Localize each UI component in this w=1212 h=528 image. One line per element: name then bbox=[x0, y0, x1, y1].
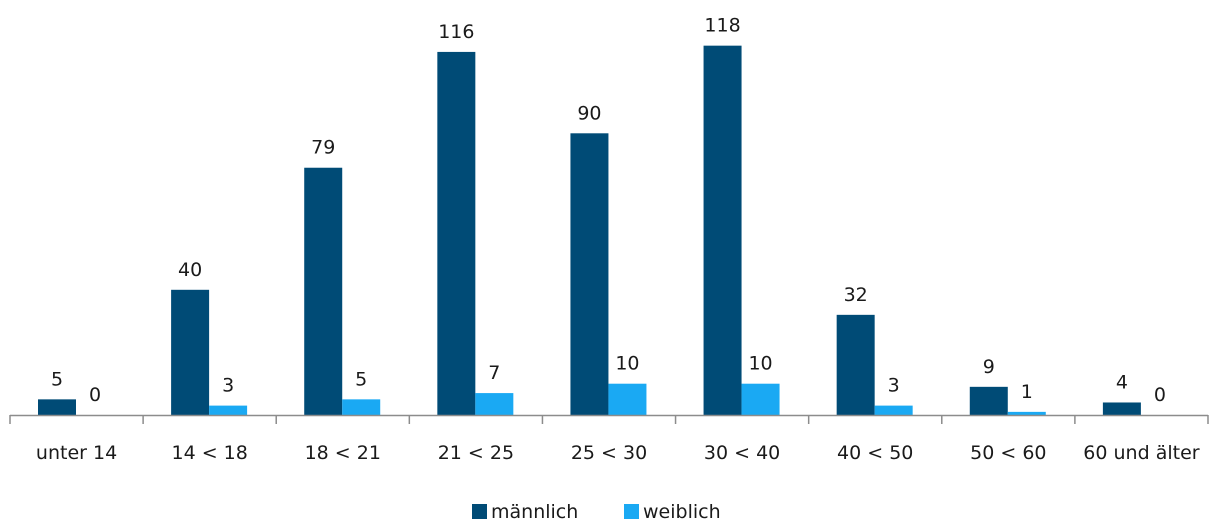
data-label-weiblich-4: 10 bbox=[615, 353, 639, 375]
data-label-maennlich-4: 90 bbox=[577, 102, 601, 124]
legend-swatch-maennlich bbox=[472, 504, 487, 519]
data-label-maennlich-7: 9 bbox=[983, 356, 995, 378]
data-label-weiblich-0: 0 bbox=[89, 384, 101, 406]
legend-label-weiblich: weiblich bbox=[643, 501, 721, 523]
bar-maennlich-2 bbox=[304, 167, 343, 415]
data-label-maennlich-1: 40 bbox=[178, 259, 202, 281]
data-label-weiblich-6: 3 bbox=[888, 375, 900, 397]
data-label-weiblich-8: 0 bbox=[1154, 384, 1166, 406]
bar-weiblich-1 bbox=[209, 405, 248, 415]
data-label-maennlich-0: 5 bbox=[51, 368, 63, 390]
bar-maennlich-5 bbox=[703, 45, 742, 415]
bar-weiblich-5 bbox=[741, 383, 780, 415]
bar-maennlich-1 bbox=[171, 289, 210, 415]
bar-maennlich-6 bbox=[836, 314, 875, 415]
bar-weiblich-4 bbox=[608, 383, 647, 415]
x-tick-label-0: unter 14 bbox=[36, 442, 117, 464]
data-label-maennlich-5: 118 bbox=[704, 15, 740, 37]
bar-maennlich-3 bbox=[437, 51, 476, 416]
x-axis: unter 14 14 < 18 18 < 21 21 < 25 25 < 30 30 <… bbox=[9, 414, 1209, 464]
bar-maennlich-0 bbox=[38, 399, 76, 415]
data-label-maennlich-8: 4 bbox=[1116, 371, 1128, 393]
data-label-weiblich-3: 7 bbox=[488, 362, 500, 384]
bar-weiblich-2 bbox=[342, 399, 381, 415]
legend: männlich weiblich bbox=[472, 501, 721, 523]
x-tick-label-3: 21 < 25 bbox=[438, 442, 514, 464]
legend-swatch-weiblich bbox=[624, 504, 639, 519]
bar-weiblich-7 bbox=[1007, 411, 1046, 415]
bar-maennlich-7 bbox=[969, 386, 1008, 415]
bar-weiblich-3 bbox=[475, 393, 514, 415]
bars-layer bbox=[38, 45, 1141, 416]
data-label-weiblich-2: 5 bbox=[355, 368, 367, 390]
x-tick-label-7: 50 < 60 bbox=[970, 442, 1046, 464]
bar-maennlich-8 bbox=[1102, 402, 1141, 415]
bar-weiblich-6 bbox=[874, 405, 913, 415]
data-label-maennlich-2: 79 bbox=[311, 137, 335, 159]
data-label-weiblich-5: 10 bbox=[748, 353, 772, 375]
x-tick-label-8: 60 und älter bbox=[1083, 442, 1199, 464]
data-label-weiblich-7: 1 bbox=[1021, 381, 1033, 403]
data-label-maennlich-6: 32 bbox=[844, 284, 868, 306]
bar-maennlich-4 bbox=[570, 133, 609, 416]
x-tick-label-2: 18 < 21 bbox=[305, 442, 381, 464]
x-tick-label-1: 14 < 18 bbox=[171, 442, 247, 464]
x-tick-label-6: 40 < 50 bbox=[837, 442, 913, 464]
data-label-maennlich-3: 116 bbox=[438, 21, 474, 43]
data-label-weiblich-1: 3 bbox=[222, 375, 234, 397]
x-tick-label-5: 30 < 40 bbox=[704, 442, 780, 464]
x-tick-label-4: 25 < 30 bbox=[571, 442, 647, 464]
legend-label-maennlich: männlich bbox=[491, 501, 578, 523]
